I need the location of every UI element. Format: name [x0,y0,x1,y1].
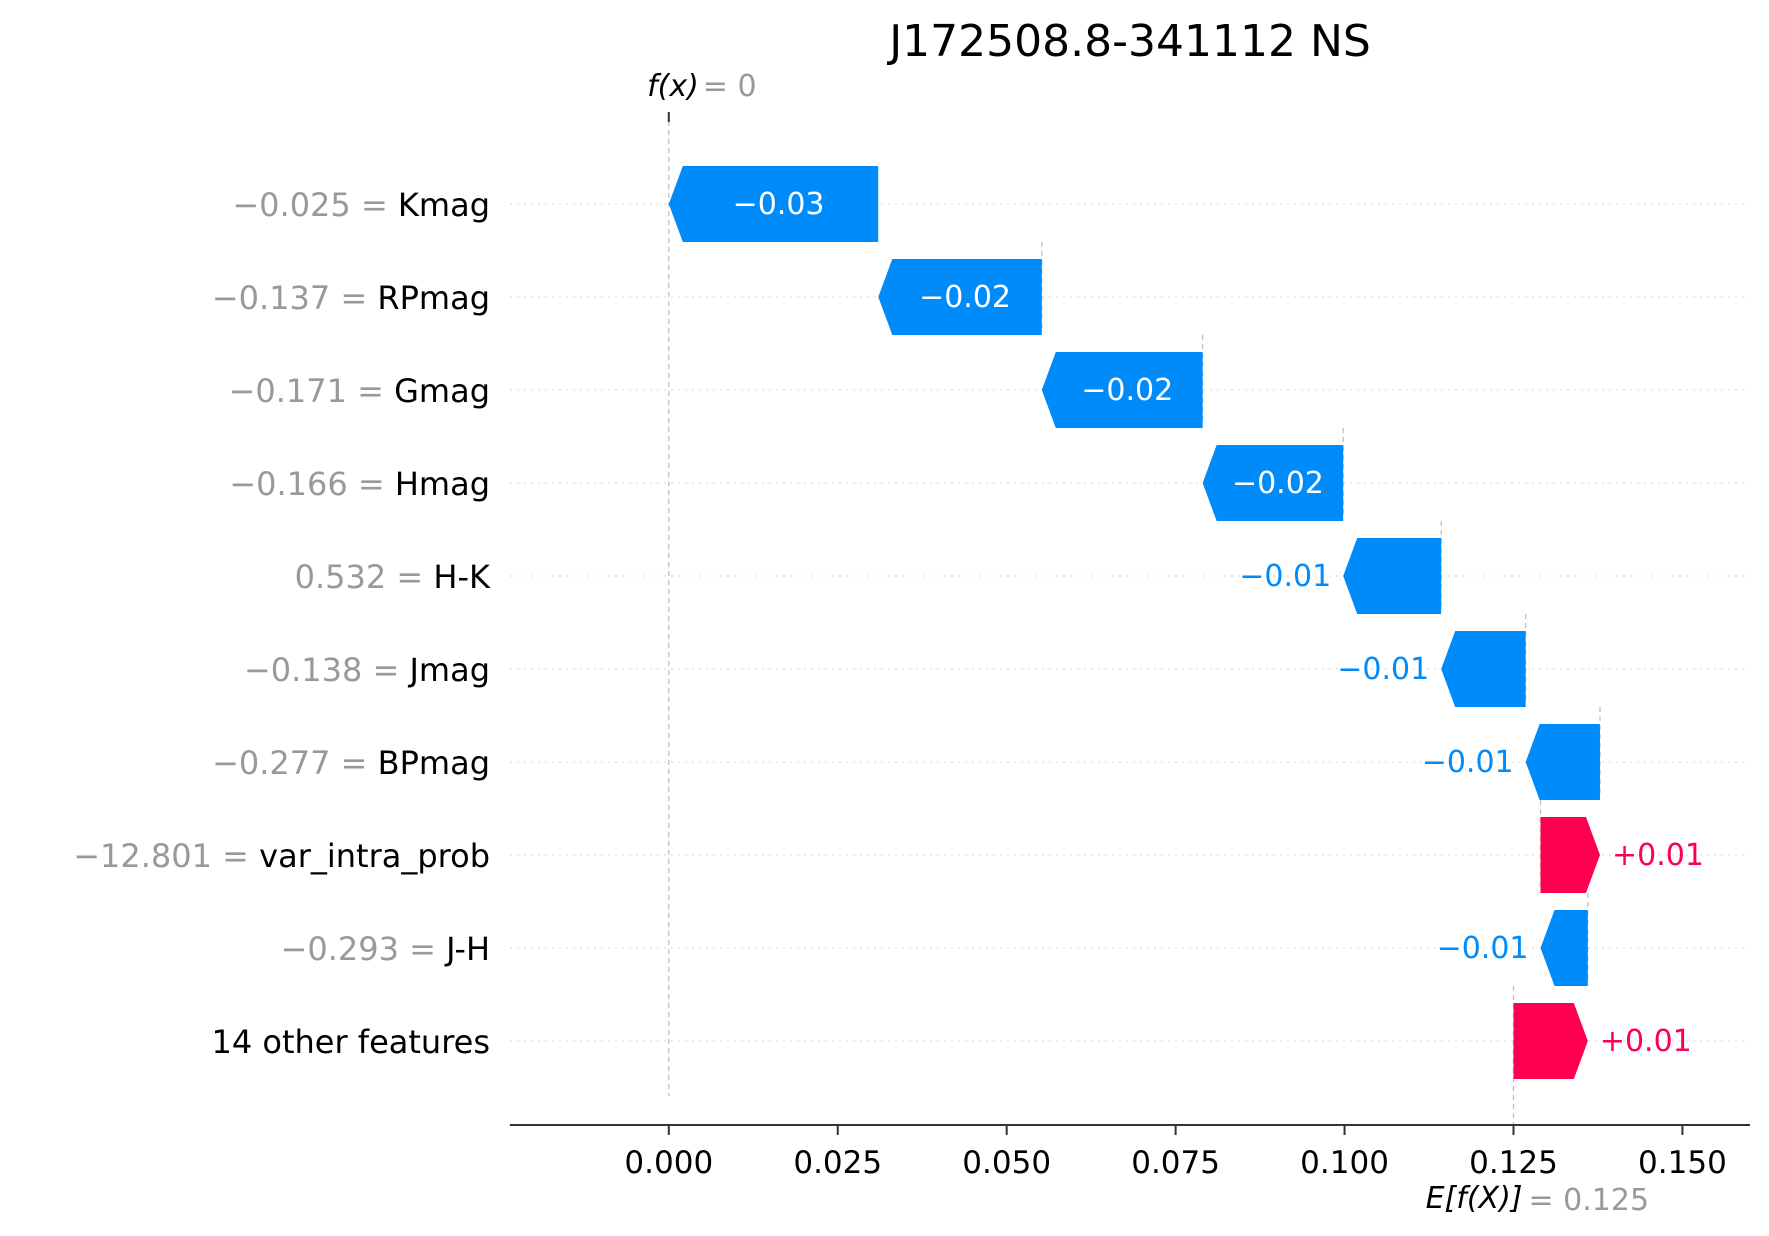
x-tick-label: 0.050 [962,1145,1051,1181]
bar-hmag [1202,445,1344,521]
feature-name: Jmag [407,651,490,689]
feature-name: Gmag [394,372,490,410]
x-tick-label: 0.025 [793,1145,882,1181]
base-label: E[f(X)] [1426,1181,1523,1216]
bar-kmag [668,166,879,242]
fx-label: f(x) [647,69,699,104]
x-tick-label: 0.150 [1638,1145,1727,1181]
bar-h-k [1343,538,1442,614]
bar-value-label: −0.01 [1337,652,1429,687]
x-axis-ticks: 0.000 0.025 0.050 0.075 0.100 0.125 0.150 [624,1125,1727,1181]
bar-var_intra_prob [1540,817,1600,893]
feature-label: 0.532 = H-K [295,558,491,596]
feature-label: −0.138 = Jmag [244,651,490,689]
contribution-bars [668,166,1600,1079]
x-tick-label: 0.100 [1300,1145,1389,1181]
feature-labels: −0.025 = Kmag −0.137 = RPmag −0.171 = Gmag… [73,186,491,1061]
feature-label: −0.171 = Gmag [229,372,490,410]
feature-label: −0.277 = BPmag [212,744,490,782]
feature-name: var_intra_prob [259,837,490,875]
bar-gmag [1041,352,1203,428]
bar-bpmag [1525,724,1600,800]
x-tick-label: 0.075 [1131,1145,1220,1181]
feature-name: BPmag [378,744,490,782]
feature-name: Kmag [398,186,490,224]
feature-value: −0.137 = [212,279,378,317]
feature-label: −0.137 = RPmag [212,279,490,317]
feature-value: −0.025 = [232,186,398,224]
bar-value-label: −0.02 [1232,466,1324,501]
bar-value-label: −0.01 [1437,931,1529,966]
bar-value-label: −0.01 [1239,559,1331,594]
x-tick-label: 0.125 [1469,1145,1558,1181]
feature-value: −0.293 = [281,930,447,968]
feature-value: −0.277 = [212,744,378,782]
feature-value: −12.801 = [73,837,259,875]
bar-value-label: −0.01 [1422,745,1514,780]
feature-name: J-H [444,930,490,968]
feature-label: −0.293 = J-H [281,930,490,968]
feature-name: RPmag [377,279,490,317]
bar-value-label: −0.03 [733,187,825,222]
base-annotation: E[f(X)] = 0.125 [1426,1181,1649,1218]
bar-value-labels: −0.03 −0.02 −0.02 −0.02 −0.01 −0.01 −0.01 +0.01… [733,187,1704,1059]
feature-label: −0.166 = Hmag [229,465,490,503]
bar-jmag [1441,631,1526,707]
feature-value: −0.166 = [229,465,395,503]
fx-value: = 0 [703,69,757,104]
bar-value-label: −0.02 [1081,373,1173,408]
bar-14-other-features [1513,1003,1588,1079]
feature-name: H-K [433,558,491,596]
feature-value: −0.171 = [229,372,395,410]
feature-value: 0.532 = [295,558,434,596]
feature-name: Hmag [395,465,490,503]
bar-rpmag [878,259,1042,335]
feature-label: −12.801 = var_intra_prob [73,837,490,875]
bar-value-label: +0.01 [1600,1024,1692,1059]
fx-annotation: f(x) = 0 [647,69,757,122]
feature-value: −0.138 = [244,651,410,689]
bar-value-label: −0.02 [919,280,1011,315]
feature-label: 14 other features [211,1023,490,1061]
bar-value-label: +0.01 [1612,838,1704,873]
chart-title: J172508.8-341112 NS [886,16,1371,67]
base-value: = 0.125 [1528,1183,1649,1218]
bar-j-h [1540,910,1588,986]
feature-label: −0.025 = Kmag [232,186,490,224]
feature-name: 14 other features [211,1023,490,1061]
x-tick-label: 0.000 [624,1145,713,1181]
